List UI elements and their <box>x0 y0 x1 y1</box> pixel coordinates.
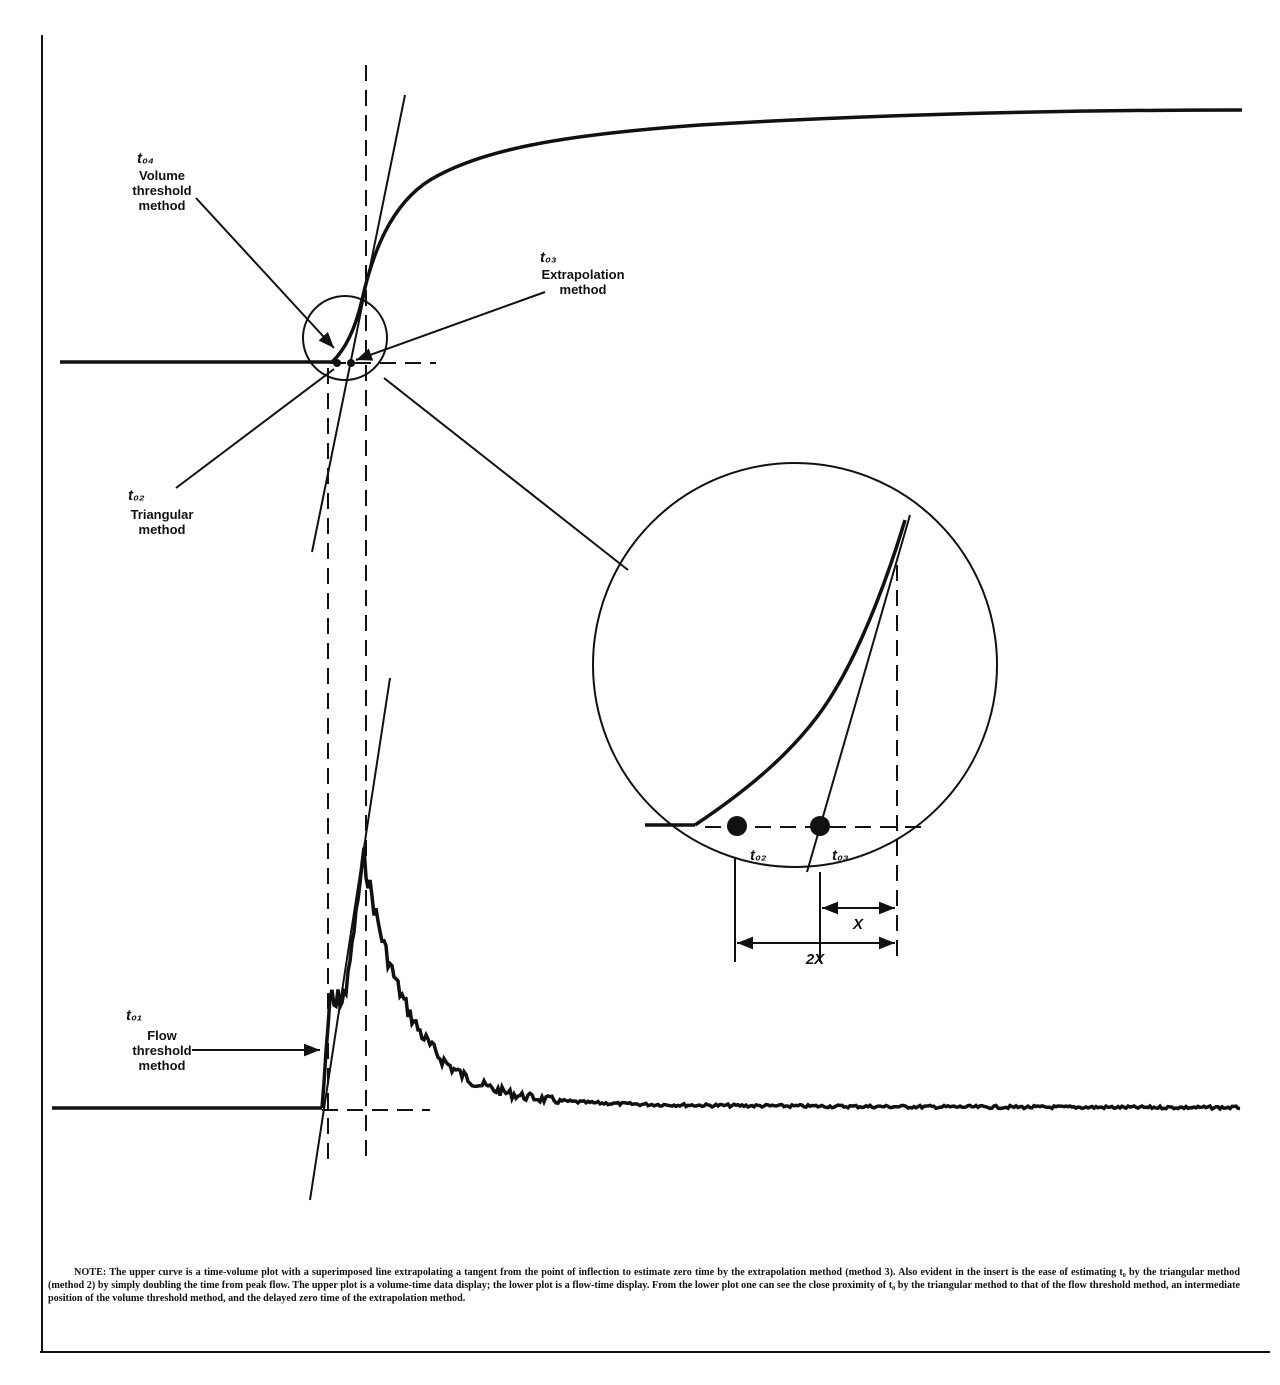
dot <box>727 816 747 836</box>
label-text: method <box>139 1058 186 1073</box>
leader-arrow <box>195 197 335 349</box>
label-symbol: t₀₁ <box>126 1007 142 1024</box>
label-text: method <box>139 522 186 537</box>
zoom-connector <box>383 377 629 571</box>
leader-line <box>175 368 335 489</box>
dimension-label: X <box>852 916 864 933</box>
insert-circle <box>592 462 998 868</box>
label-text: Triangular <box>131 507 194 522</box>
insert-curve <box>694 519 907 827</box>
note: NOTE: The upper curve is a time-volume p… <box>48 1267 1240 1304</box>
label-text: Volume <box>139 168 185 183</box>
flow-tangent <box>309 677 391 1201</box>
label-text: method <box>560 282 607 297</box>
label-text: threshold <box>132 183 191 198</box>
dimension-label: 2X <box>805 951 825 968</box>
label-text: method <box>139 198 186 213</box>
label-text: threshold <box>132 1043 191 1058</box>
leader-arrow <box>355 291 546 361</box>
dot <box>810 816 830 836</box>
tangent-line <box>311 94 406 553</box>
insert-label: t₀₃ <box>832 847 849 864</box>
dot <box>333 359 341 367</box>
zoom-circle <box>302 295 388 381</box>
label-symbol: t₀₃ <box>540 249 557 266</box>
label-text: Extrapolation <box>541 267 624 282</box>
insert-tangent <box>806 514 911 873</box>
volume-curve <box>60 108 1243 364</box>
label-symbol: t₀₂ <box>128 487 145 504</box>
label-text: Flow <box>147 1028 177 1043</box>
flow-curve <box>320 847 1241 1112</box>
label-symbol: t₀₄ <box>137 150 154 167</box>
dot <box>347 359 355 367</box>
insert-label: t₀₂ <box>750 847 767 864</box>
